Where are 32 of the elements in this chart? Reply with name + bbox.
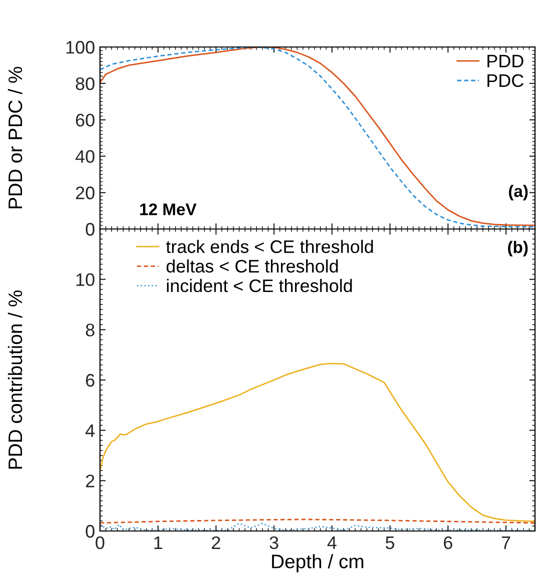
line-series <box>100 362 535 522</box>
x-tick-label: 6 <box>444 536 452 550</box>
y-tick-label: 20 <box>76 186 94 200</box>
x-tick-label: 1 <box>154 536 162 549</box>
x-tick-label: 0 <box>96 536 104 550</box>
y-tick-label: 8 <box>86 324 94 336</box>
y-tick-label: 10 <box>76 273 94 286</box>
y-tick-label: 2 <box>86 474 94 488</box>
x-tick-label: 5 <box>386 536 394 550</box>
y-tick-label: 80 <box>76 77 94 90</box>
x-axis-title: Depth / cm <box>272 554 364 572</box>
x-tick-label: 7 <box>502 536 510 549</box>
x-tick-label: 3 <box>270 536 278 550</box>
annotation: (a) <box>508 184 528 200</box>
annotation: (b) <box>508 240 528 256</box>
y-tick-label: 0 <box>86 524 94 538</box>
x-tick-label: 4 <box>327 536 336 549</box>
y-tick-label: 100 <box>66 40 94 54</box>
y-tick-label: 0 <box>86 222 94 236</box>
y-tick-label: 60 <box>76 114 94 127</box>
legend-label: deltas < CE threshold <box>166 259 338 273</box>
y-tick-label: 4 <box>86 424 95 437</box>
legend-label: PDD <box>488 54 524 68</box>
y-axis-title: PDD or PDC / % <box>8 66 22 208</box>
legend-label: PDC <box>488 74 524 87</box>
y-tick-label: 40 <box>75 150 94 163</box>
legend-label: track ends < CE threshold <box>166 240 373 254</box>
y-tick-label: 6 <box>86 374 94 387</box>
legend-label: incident < CE threshold <box>167 278 352 292</box>
y-axis-title: PDD contribution / % <box>8 290 22 469</box>
annotation: 12 MeV <box>140 203 196 216</box>
x-tick-label: 2 <box>212 536 220 549</box>
